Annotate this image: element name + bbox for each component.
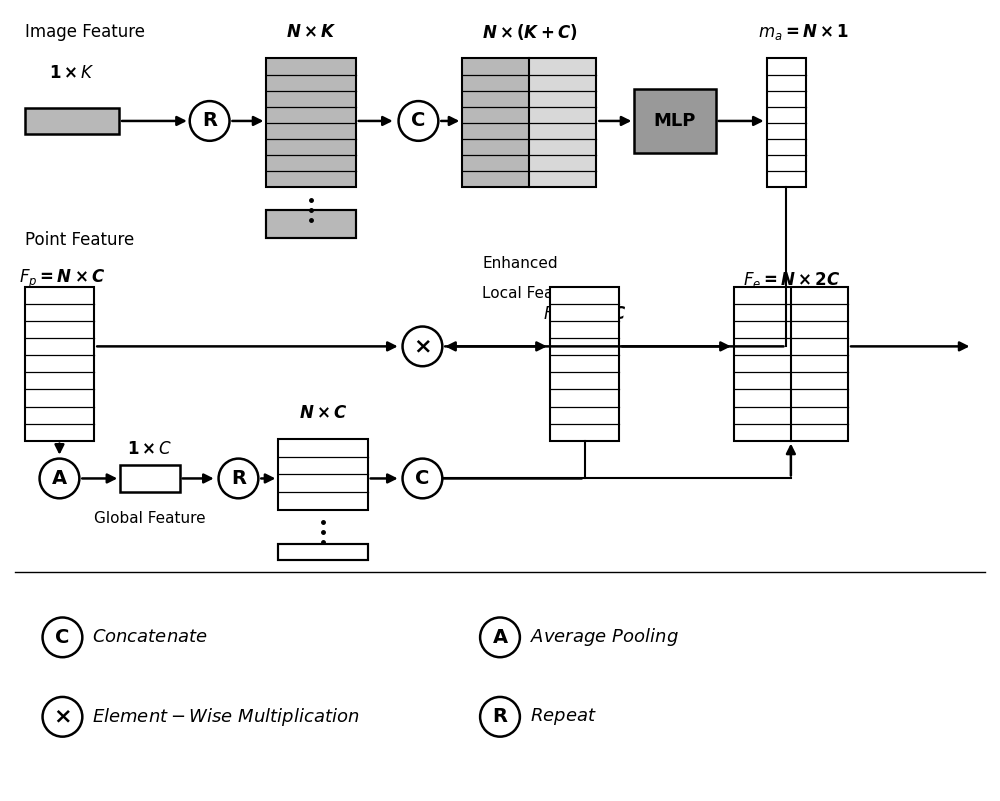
Bar bbox=[550, 287, 619, 441]
Bar bbox=[767, 58, 806, 187]
Text: R: R bbox=[231, 469, 246, 488]
Text: $\boldsymbol{N \times K}$: $\boldsymbol{N \times K}$ bbox=[286, 22, 336, 41]
Circle shape bbox=[43, 618, 82, 657]
Text: Point Feature: Point Feature bbox=[25, 231, 134, 249]
Text: R: R bbox=[493, 707, 508, 727]
Text: Global Feature: Global Feature bbox=[94, 511, 206, 525]
Text: MLP: MLP bbox=[654, 112, 696, 130]
Bar bbox=[462, 58, 596, 187]
Circle shape bbox=[219, 459, 258, 498]
Circle shape bbox=[190, 101, 230, 141]
Circle shape bbox=[480, 697, 520, 737]
Text: A: A bbox=[492, 628, 508, 647]
Bar bbox=[550, 287, 619, 441]
Bar bbox=[25, 287, 94, 441]
Bar bbox=[278, 439, 368, 510]
Bar bbox=[266, 210, 356, 238]
Text: A: A bbox=[52, 469, 67, 488]
Bar bbox=[767, 58, 806, 187]
Text: $\mathit{Repeat}$: $\mathit{Repeat}$ bbox=[530, 706, 597, 727]
Text: $\boldsymbol{N \times (K+C)}$: $\boldsymbol{N \times (K+C)}$ bbox=[482, 22, 578, 42]
Bar bbox=[734, 287, 848, 441]
Text: Local Feature: Local Feature bbox=[482, 286, 585, 301]
Text: $\boldsymbol{N \times C}$: $\boldsymbol{N \times C}$ bbox=[299, 404, 347, 422]
Bar bbox=[25, 108, 119, 134]
Bar bbox=[120, 465, 180, 493]
Text: R: R bbox=[202, 111, 217, 131]
Text: $\mathit{Concatenate}$: $\mathit{Concatenate}$ bbox=[92, 628, 208, 646]
Text: $\mathbf{1 \times \mathit{K}}$: $\mathbf{1 \times \mathit{K}}$ bbox=[49, 64, 95, 83]
Text: $\mathit{Element - Wise\ Multiplication}$: $\mathit{Element - Wise\ Multiplication}… bbox=[92, 706, 360, 728]
Text: C: C bbox=[411, 111, 426, 131]
Bar bbox=[278, 439, 368, 510]
Bar bbox=[266, 58, 356, 187]
Text: $\boldsymbol{F' = N \times C}$: $\boldsymbol{F' = N \times C}$ bbox=[543, 304, 626, 323]
Bar bbox=[529, 58, 596, 187]
Bar bbox=[278, 544, 368, 560]
Text: $\boldsymbol{F_p = N \times C}$: $\boldsymbol{F_p = N \times C}$ bbox=[19, 268, 106, 292]
Text: Image Feature: Image Feature bbox=[25, 22, 145, 41]
Circle shape bbox=[43, 697, 82, 737]
Bar bbox=[791, 287, 848, 441]
Circle shape bbox=[403, 327, 442, 366]
Bar bbox=[462, 58, 529, 187]
Bar bbox=[266, 58, 356, 187]
Text: C: C bbox=[55, 628, 70, 647]
Text: ×: × bbox=[413, 336, 432, 356]
Circle shape bbox=[399, 101, 438, 141]
Bar bbox=[266, 210, 356, 238]
Text: $\boldsymbol{F_e = N \times 2C}$: $\boldsymbol{F_e = N \times 2C}$ bbox=[743, 270, 840, 290]
Bar bbox=[734, 287, 791, 441]
Circle shape bbox=[403, 459, 442, 498]
Text: C: C bbox=[415, 469, 430, 488]
Bar bbox=[278, 544, 368, 560]
Text: Enhanced: Enhanced bbox=[482, 256, 558, 272]
Text: $\mathit{Average\ Pooling}$: $\mathit{Average\ Pooling}$ bbox=[530, 626, 679, 648]
Text: $\boldsymbol{m_a = N \times 1}$: $\boldsymbol{m_a = N \times 1}$ bbox=[758, 22, 849, 42]
Bar bbox=[25, 287, 94, 441]
Text: ×: × bbox=[53, 706, 72, 727]
Circle shape bbox=[480, 618, 520, 657]
Bar bbox=[634, 89, 716, 153]
Circle shape bbox=[40, 459, 79, 498]
Text: $\mathbf{1 \times \mathit{C}}$: $\mathbf{1 \times \mathit{C}}$ bbox=[127, 440, 173, 457]
